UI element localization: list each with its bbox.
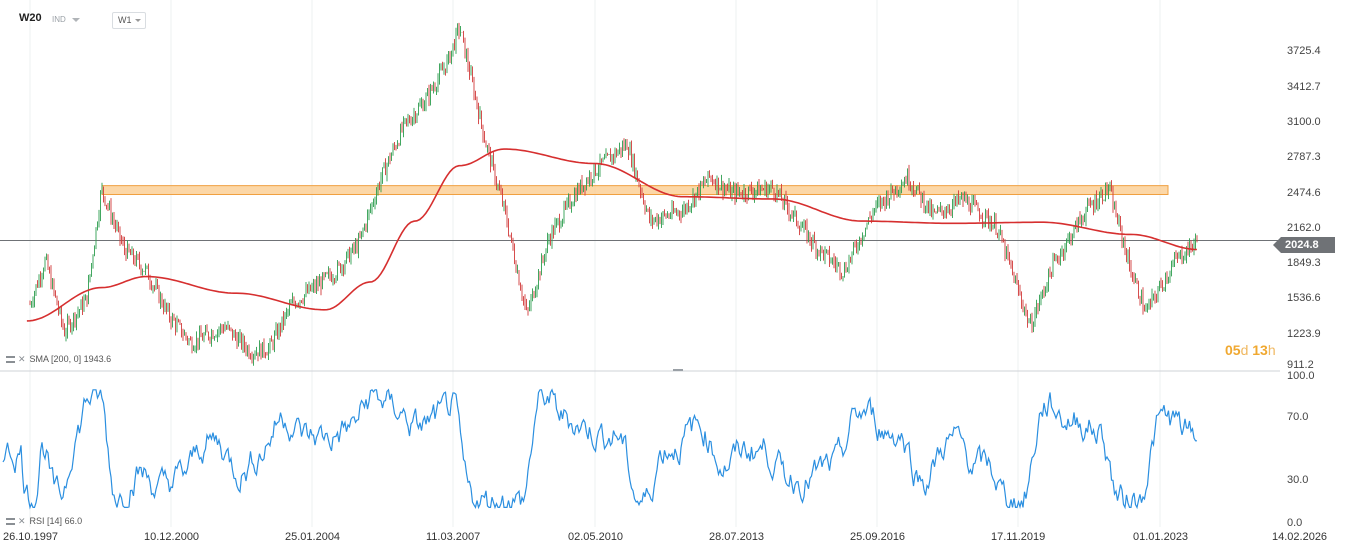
time-tick: 02.05.2010: [568, 531, 624, 543]
symbol-name[interactable]: W20: [19, 12, 42, 24]
price-tick: 2162.0: [1287, 222, 1321, 234]
resistance-zone[interactable]: [101, 185, 1169, 196]
price-tick: 911.2: [1287, 359, 1314, 371]
price-tick: 1536.6: [1287, 292, 1321, 304]
time-tick: 26.10.1997: [3, 531, 59, 543]
time-tick: 01.01.2023: [1133, 531, 1189, 543]
rsi-legend-label: RSI [14] 66.0: [29, 516, 83, 526]
sma-line: [26, 148, 1197, 322]
time-tick: 10.12.2000: [144, 531, 200, 543]
settings-icon[interactable]: [6, 356, 15, 364]
price-tick: 3100.0: [1287, 116, 1321, 128]
price-tick: 3412.7: [1287, 81, 1321, 93]
rsi-tick: 0.0: [1287, 517, 1303, 529]
time-tick: 11.03.2007: [426, 531, 481, 543]
symbol-dropdown-icon[interactable]: [72, 18, 80, 22]
rsi-line: [2, 388, 1197, 510]
countdown-hours-unit: h: [1267, 342, 1276, 358]
countdown-days-unit: d: [1240, 342, 1249, 358]
price-tick: 1223.9: [1287, 328, 1321, 340]
price-tick: 3725.4: [1287, 45, 1321, 57]
vertical-gridlines: [29, 0, 1161, 527]
time-tick: 17.11.2019: [991, 531, 1046, 543]
price-tick: 2787.3: [1287, 151, 1321, 163]
rsi-tick: 70.0: [1287, 411, 1309, 423]
time-tick: 25.09.2016: [850, 531, 906, 543]
price-tick: 2474.6: [1287, 187, 1321, 199]
time-tick: 25.01.2004: [285, 531, 341, 543]
settings-icon[interactable]: [6, 518, 15, 526]
bar-countdown: 05d 13h: [1225, 342, 1276, 358]
last-price-badge: 2024.8: [1273, 237, 1335, 253]
market-tag: IND: [52, 15, 66, 24]
close-icon[interactable]: ✕: [18, 354, 26, 364]
rsi-tick: 100.0: [1287, 370, 1315, 382]
time-tick: 14.02.2026: [1272, 531, 1328, 543]
pane-resize-handle[interactable]: [673, 369, 683, 371]
close-icon[interactable]: ✕: [18, 516, 26, 526]
timeframe-value: W1: [118, 15, 132, 25]
rsi-tick: 30.0: [1287, 474, 1309, 486]
timeframe-select[interactable]: W1: [112, 12, 146, 29]
chevron-down-icon: [135, 19, 141, 22]
sma-legend-label: SMA [200, 0] 1943.6: [29, 354, 112, 364]
rsi-legend[interactable]: ✕ RSI [14] 66.0: [6, 516, 82, 527]
sma-legend[interactable]: ✕ SMA [200, 0] 1943.6: [6, 354, 111, 365]
price-tick: 1849.3: [1287, 257, 1321, 269]
countdown-hours: 13: [1252, 342, 1268, 358]
countdown-days: 05: [1225, 342, 1241, 358]
time-tick: 28.07.2013: [709, 531, 765, 543]
